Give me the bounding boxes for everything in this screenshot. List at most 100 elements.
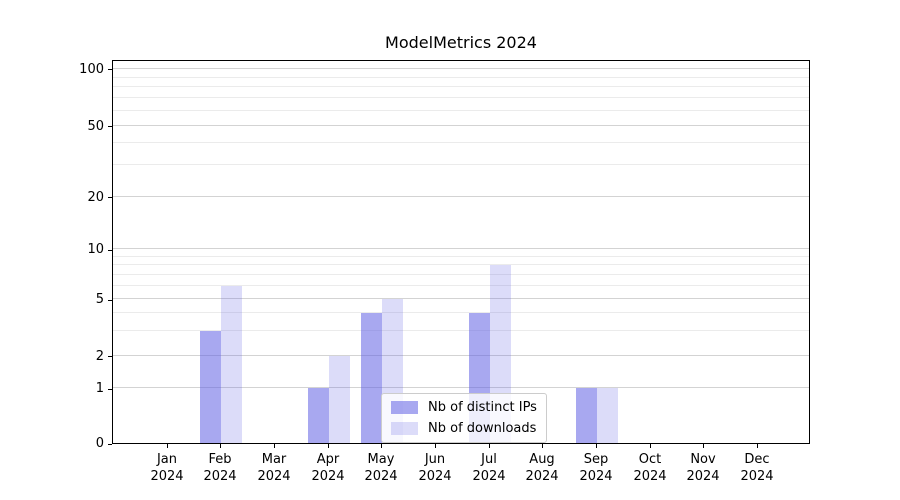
- x-tick-label: Jul 2024: [457, 451, 521, 485]
- x-tick-label: Jun 2024: [403, 451, 467, 485]
- x-tick-label-line: 2024: [525, 469, 559, 484]
- y-tick-mark: [108, 356, 112, 357]
- x-tick-mark: [328, 444, 329, 448]
- gridline-major: [113, 354, 809, 356]
- gridline-major: [113, 67, 809, 69]
- bar-distinct-ips-may: [361, 313, 383, 443]
- x-tick-label: Feb 2024: [188, 451, 252, 485]
- gridline-minor: [113, 109, 809, 111]
- x-tick-label-line: Dec: [744, 452, 770, 467]
- x-tick-label-line: Mar: [261, 452, 287, 467]
- plot-area: [112, 60, 810, 444]
- x-tick-label-line: Aug: [529, 452, 555, 467]
- gridline-minor: [113, 255, 809, 257]
- y-tick-mark: [108, 444, 112, 445]
- x-tick-label-line: May: [367, 452, 395, 467]
- y-tick-mark: [108, 300, 112, 301]
- bar-distinct-ips-feb: [200, 331, 222, 443]
- chart-title: ModelMetrics 2024: [385, 33, 537, 52]
- x-tick-mark: [167, 444, 168, 448]
- x-tick-label-line: 2024: [257, 469, 291, 484]
- x-tick-label: Oct 2024: [618, 451, 682, 485]
- x-tick-mark: [596, 444, 597, 448]
- y-tick-mark: [108, 69, 112, 70]
- x-tick-label-line: Jul: [481, 452, 497, 467]
- gridline-minor: [113, 97, 809, 99]
- y-tick-label: 5: [95, 292, 104, 307]
- x-tick-label: Aug 2024: [510, 451, 574, 485]
- bar-distinct-ips-sep: [575, 388, 597, 443]
- x-tick-mark: [381, 444, 382, 448]
- x-tick-mark: [703, 444, 704, 448]
- x-tick-label-line: Oct: [638, 452, 662, 467]
- x-tick-label: Dec 2024: [725, 451, 789, 485]
- x-tick-label-line: Apr: [316, 452, 340, 467]
- gridline-major: [113, 298, 809, 299]
- x-tick-label: Apr 2024: [296, 451, 360, 485]
- x-tick-label-line: 2024: [579, 469, 613, 484]
- y-tick-label: 100: [79, 61, 104, 77]
- x-tick-label: Jan 2024: [135, 451, 199, 485]
- x-tick-label-line: 2024: [472, 469, 506, 484]
- legend-swatch-downloads: [391, 422, 418, 435]
- gridline-minor: [113, 273, 809, 275]
- x-tick-mark: [274, 444, 275, 448]
- bar-downloads-apr: [328, 356, 350, 443]
- x-tick-label: Mar 2024: [242, 451, 306, 485]
- y-tick-mark: [108, 389, 112, 390]
- x-tick-mark: [435, 444, 436, 448]
- legend-swatch-distinct-ips: [391, 401, 418, 414]
- gridline-major: [113, 195, 809, 197]
- x-tick-label-line: 2024: [311, 469, 345, 484]
- x-tick-label-line: Nov: [690, 452, 716, 467]
- y-tick-mark: [108, 250, 112, 251]
- y-tick-mark: [108, 126, 112, 127]
- y-tick-label: 1: [95, 381, 104, 397]
- x-tick-label-line: 2024: [740, 469, 774, 484]
- x-tick-label: Nov 2024: [671, 451, 735, 485]
- x-tick-label-line: Jun: [424, 452, 446, 467]
- gridline-major: [113, 124, 809, 126]
- x-tick-mark: [220, 444, 221, 448]
- gridline-minor: [113, 164, 809, 166]
- y-tick-label: 20: [87, 189, 104, 205]
- gridline-minor: [113, 329, 809, 331]
- x-tick-label-line: Feb: [208, 452, 232, 467]
- y-tick-label: 10: [87, 242, 104, 258]
- x-tick-label-line: 2024: [203, 469, 237, 484]
- gridline-minor: [113, 76, 809, 78]
- x-tick-label-line: 2024: [364, 469, 398, 484]
- legend-item: Nb of distinct IPs: [391, 400, 537, 415]
- gridline-major: [113, 387, 809, 389]
- legend-label: Nb of distinct IPs: [428, 400, 537, 415]
- y-tick-label: 50: [87, 118, 104, 134]
- x-tick-mark: [489, 444, 490, 448]
- y-tick-label: 0: [95, 436, 104, 451]
- y-tick-label: 2: [95, 348, 104, 364]
- y-tick-mark: [108, 197, 112, 198]
- x-tick-label-line: 2024: [418, 469, 452, 484]
- gridline-minor: [113, 311, 809, 313]
- bar-downloads-feb: [221, 286, 243, 443]
- x-tick-label: Sep 2024: [564, 451, 628, 485]
- gridline-minor: [113, 86, 809, 88]
- legend-label: Nb of downloads: [428, 421, 537, 436]
- gridline-major: [113, 248, 809, 250]
- x-tick-label-line: Sep: [583, 452, 609, 467]
- legend: Nb of distinct IPs Nb of downloads: [381, 393, 547, 443]
- x-tick-mark: [757, 444, 758, 448]
- gridline-minor: [113, 284, 809, 286]
- bar-distinct-ips-apr: [307, 388, 329, 443]
- x-tick-mark: [650, 444, 651, 448]
- gridline-minor: [113, 142, 809, 144]
- bar-downloads-sep: [596, 388, 618, 443]
- x-tick-label-line: 2024: [633, 469, 667, 484]
- x-tick-mark: [542, 444, 543, 448]
- x-tick-label-line: Jan: [156, 452, 178, 467]
- legend-item: Nb of downloads: [391, 421, 537, 436]
- x-tick-label-line: 2024: [150, 469, 184, 484]
- x-tick-label: May 2024: [349, 451, 413, 485]
- x-tick-label-line: 2024: [686, 469, 720, 484]
- gridline-minor: [113, 264, 809, 266]
